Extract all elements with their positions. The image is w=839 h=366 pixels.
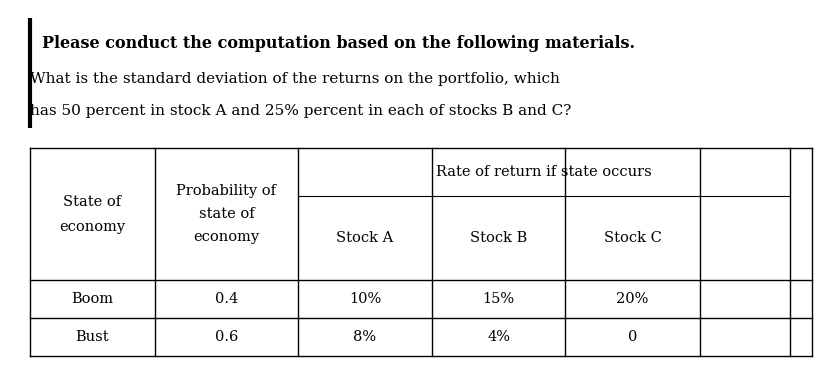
Text: What is the standard deviation of the returns on the portfolio, which: What is the standard deviation of the re…: [30, 72, 560, 86]
Text: Boom: Boom: [71, 292, 113, 306]
Text: 8%: 8%: [353, 330, 377, 344]
Text: Rate of return if state occurs: Rate of return if state occurs: [436, 165, 652, 179]
Text: Stock A: Stock A: [336, 231, 393, 245]
Text: Stock C: Stock C: [603, 231, 661, 245]
Text: Please conduct the computation based on the following materials.: Please conduct the computation based on …: [42, 35, 635, 52]
Text: 15%: 15%: [482, 292, 514, 306]
Text: 10%: 10%: [349, 292, 381, 306]
Text: Bust: Bust: [76, 330, 109, 344]
Text: 20%: 20%: [617, 292, 649, 306]
Text: Probability of
state of
economy: Probability of state of economy: [176, 184, 277, 244]
Text: State of
economy: State of economy: [60, 194, 126, 234]
Text: 0.6: 0.6: [215, 330, 238, 344]
Text: Stock B: Stock B: [470, 231, 527, 245]
Text: has 50 percent in stock A and 25% percent in each of stocks B and C?: has 50 percent in stock A and 25% percen…: [30, 104, 571, 118]
Text: 0: 0: [628, 330, 637, 344]
Text: 4%: 4%: [487, 330, 510, 344]
Text: 0.4: 0.4: [215, 292, 238, 306]
